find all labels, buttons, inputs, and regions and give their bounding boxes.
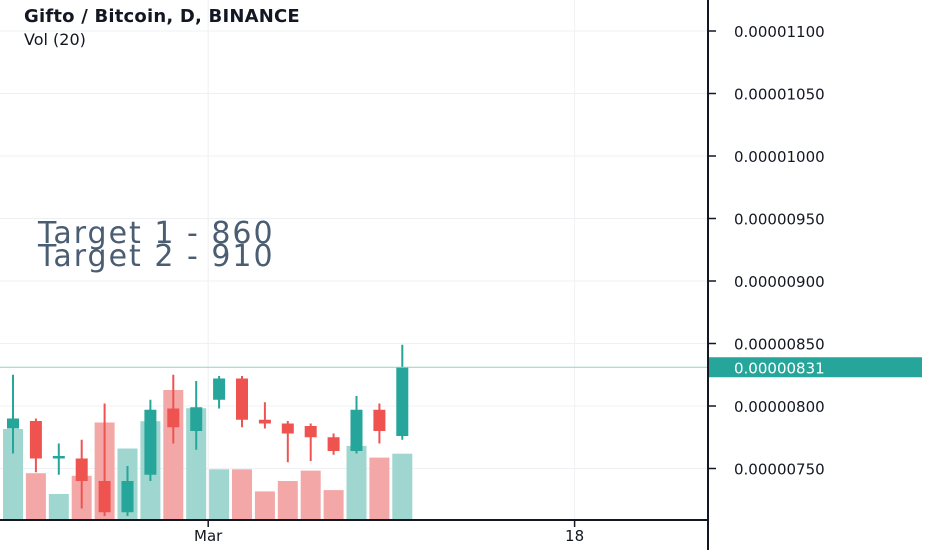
volume-bar — [392, 453, 413, 520]
volume-bar — [232, 469, 252, 520]
candle-body — [190, 407, 203, 431]
y-tick-label: 0.00000850 — [734, 336, 825, 354]
volume-bar — [346, 445, 367, 520]
volume-bar — [323, 490, 344, 520]
volume-bar — [369, 457, 390, 520]
chart-title: Gifto / Bitcoin, D, BINANCE — [24, 6, 300, 27]
candle-body — [75, 458, 88, 481]
volume-bar — [300, 470, 321, 520]
y-tick-label: 0.00001050 — [734, 86, 825, 104]
candle-body — [258, 419, 271, 424]
y-tick-label: 0.00000800 — [734, 398, 825, 416]
x-tick-label: 18 — [565, 527, 584, 545]
candle-body — [52, 456, 65, 459]
annotation-target-1: Target 1 - 860 — [38, 216, 275, 251]
candle-body — [327, 437, 340, 451]
candle-body — [281, 423, 294, 434]
y-tick-label: 0.00001000 — [734, 148, 825, 166]
candle-body — [373, 409, 386, 431]
candle-body — [144, 409, 157, 475]
y-tick-label: 0.00000900 — [734, 273, 825, 291]
grid-lines — [0, 0, 708, 520]
candle-body — [121, 481, 134, 513]
volume-bar — [48, 494, 69, 520]
candle-body — [7, 418, 19, 429]
volume-bar — [254, 491, 275, 520]
candle-body — [396, 367, 409, 436]
axes: 0.00000750 0.00000800 0.00000850 0.00000900… — [0, 0, 825, 550]
y-tick-label: 0.00000750 — [734, 461, 825, 479]
last-price-line: 0.00000831 — [0, 357, 922, 378]
candle-body — [98, 481, 111, 513]
y-tick-label: 0.00000950 — [734, 211, 825, 229]
last-price-tag — [708, 357, 922, 378]
last-price-label: 0.00000831 — [734, 359, 825, 377]
x-tick-label: Mar — [194, 527, 223, 545]
volume-bar — [25, 473, 46, 520]
volume-bars — [3, 390, 413, 520]
volume-bar — [209, 469, 230, 520]
y-tick-label: 0.00001100 — [734, 23, 825, 41]
candle-body — [350, 409, 363, 451]
candle-body — [29, 421, 42, 459]
annotation-target-2: Target 2 - 910 — [38, 239, 275, 274]
candle-body — [236, 378, 248, 420]
volume-bar — [277, 481, 298, 520]
candle-body — [167, 408, 180, 428]
volume-bar — [3, 429, 23, 520]
volume-indicator-label[interactable]: Vol (20) — [24, 30, 86, 49]
candle-body — [213, 378, 226, 400]
volume-bar — [186, 408, 207, 520]
candlesticks — [7, 344, 409, 516]
candle-body — [304, 426, 317, 438]
